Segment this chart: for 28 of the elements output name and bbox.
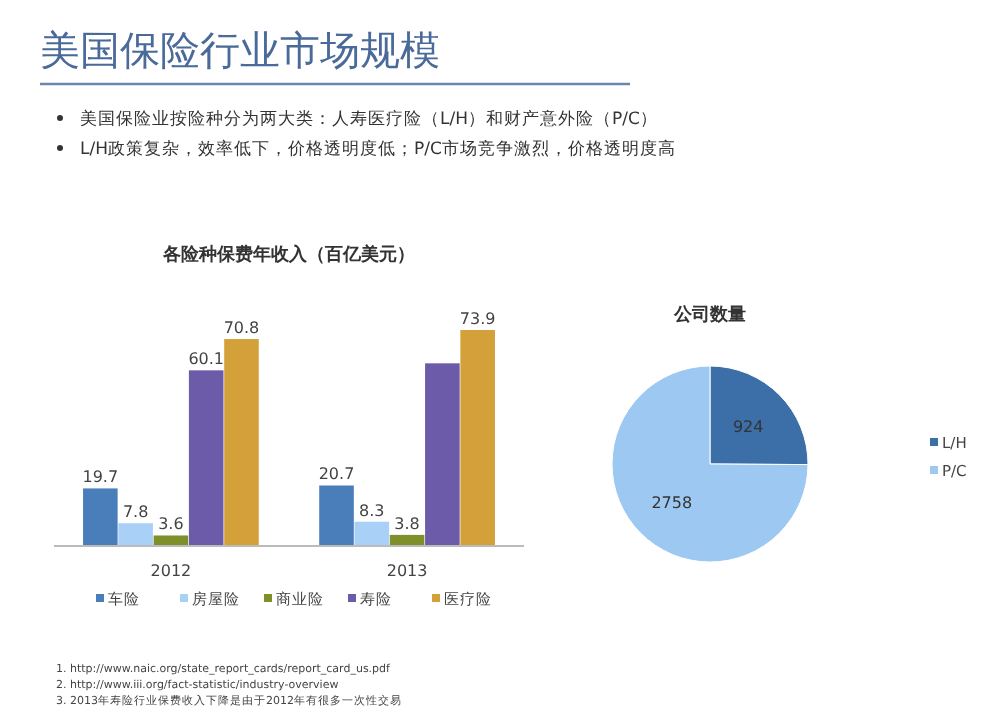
data-label: 7.8 [122,503,149,522]
bar [460,330,495,546]
bar [425,363,460,546]
bar [188,370,224,546]
data-label: 3.8 [394,514,420,533]
data-label: 924 [732,418,764,436]
data-label: 70.8 [223,319,260,338]
text: 美国保险行业市场规模 [40,26,440,74]
data-label: 8.3 [359,501,385,520]
bar [153,535,189,546]
chart-title: 公司数量 [672,304,746,326]
pie-slice [611,365,809,563]
bar [83,488,118,546]
data-label: 20.7 [318,465,355,484]
chart-title: 各险种保费年收入（百亿美元） [161,244,415,266]
data-label: 60.1 [188,350,225,369]
data-label: 2758 [651,494,693,512]
bar [319,485,354,546]
data-label: 73.9 [459,310,496,328]
text: L/H政策复杂，效率低下，价格透明度低；P/C市场竞争激烈，价格透明度高 [80,138,676,160]
bar [118,523,153,546]
data-label: 19.7 [82,468,119,487]
x-tick-label: 2012 [150,562,192,580]
x-tick-label: 2013 [386,562,428,580]
bar [354,521,390,546]
data-label: 3.6 [158,515,184,534]
text: 美国保险业按险种分为两大类：人寿医疗险（L/H）和财产意外险（P/C） [80,108,658,130]
bar [224,339,259,546]
